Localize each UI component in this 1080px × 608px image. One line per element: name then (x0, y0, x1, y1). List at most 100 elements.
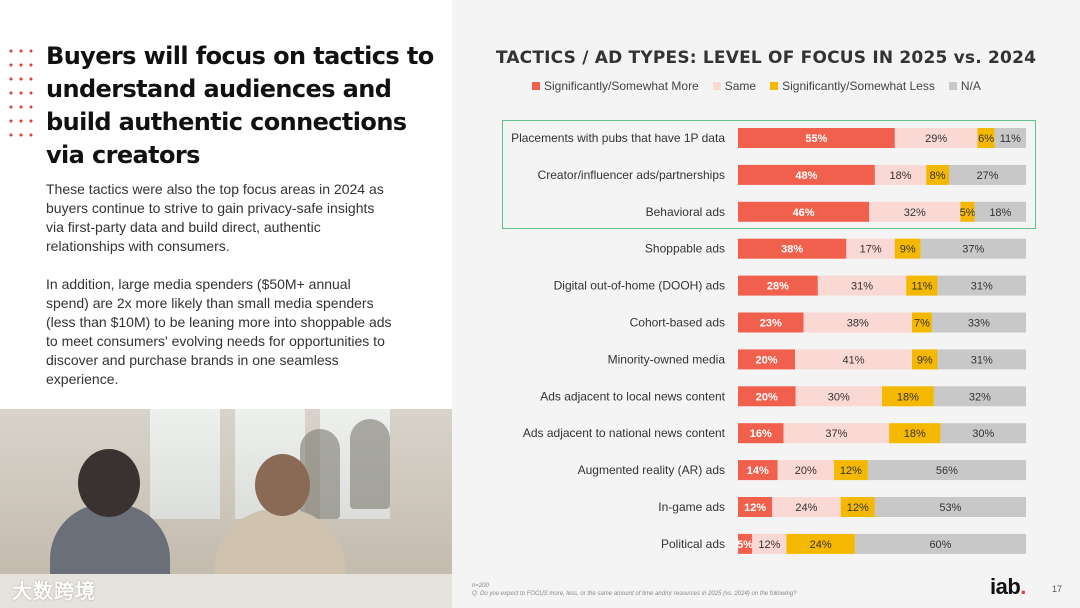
data-label-less: 5% (960, 207, 976, 219)
bar-segment-more (738, 533, 753, 554)
data-label-na: 37% (962, 244, 984, 256)
bar-segment-na (940, 423, 1026, 444)
legend-item-less: Significantly/Somewhat Less (770, 79, 935, 93)
bar-segment-more (738, 238, 847, 259)
bar-segment-less (840, 497, 875, 517)
legend-item-more: Significantly/Somewhat More (532, 79, 699, 93)
bar-segment-na (867, 460, 1026, 481)
data-label-more: 46% (793, 207, 815, 219)
bar-segment-same (795, 349, 912, 370)
data-label-na: 11% (1000, 133, 1021, 145)
bar-segment-same (869, 201, 961, 222)
bar-segment-same (772, 497, 841, 517)
bar-segment-more (738, 386, 796, 407)
chart-legend: Significantly/Somewhat More Same Signifi… (532, 79, 981, 93)
legend-label-more: Significantly/Somewhat More (544, 79, 699, 93)
data-label-less: 9% (900, 244, 916, 256)
data-label-more: 20% (756, 391, 778, 403)
bar-segment-more (738, 128, 895, 148)
data-label-na: 18% (989, 207, 1011, 219)
bar-segment-na (874, 497, 1026, 517)
decorative-dots-icon (6, 44, 36, 138)
bar-segment-same (846, 238, 895, 259)
legend-item-na: N/A (948, 79, 981, 93)
data-label-more: 5% (737, 539, 753, 551)
data-label-na: 56% (936, 465, 958, 477)
bar-segment-na (937, 349, 1026, 370)
bar-segment-na (854, 533, 1026, 554)
data-label-more: 20% (755, 354, 777, 366)
bar-segment-less (977, 128, 995, 148)
headline: Buyers will focus on tactics to understa… (46, 42, 434, 169)
data-label-more: 48% (795, 170, 817, 182)
data-label-less: 9% (917, 354, 933, 366)
category-label: Cohort-based ads (630, 316, 725, 330)
bar-segment-less (911, 349, 938, 370)
bar-segment-same (817, 275, 907, 296)
category-label: Placements with pubs that have 1P data (511, 131, 725, 145)
data-label-na: 60% (929, 539, 951, 551)
bar-segment-same (803, 312, 912, 333)
category-label: Minority-owned media (608, 352, 726, 366)
bar-segment-less (906, 275, 938, 296)
bar-segment-more (738, 497, 773, 517)
watermark: 大数跨境 (12, 581, 96, 603)
chart-title: TACTICS / AD TYPES: LEVEL OF FOCUS IN 20… (495, 48, 1037, 68)
data-label-same: 20% (795, 465, 817, 477)
category-label: Ads adjacent to national news content (523, 426, 726, 440)
category-label: Shoppable ads (645, 242, 725, 256)
bar-segment-na (937, 275, 1026, 296)
bar-segment-same (777, 460, 834, 481)
bar-segment-na (994, 128, 1026, 148)
bar-segment-more (738, 423, 784, 444)
legend-swatch-same (712, 82, 721, 90)
category-label: Ads adjacent to local news content (540, 389, 725, 403)
bar-segment-more (738, 312, 804, 333)
bar-segment-more (738, 164, 875, 185)
bar-segment-more (738, 275, 818, 296)
data-label-same: 38% (847, 318, 869, 330)
data-label-na: 53% (939, 502, 961, 514)
legend-label-na: N/A (960, 79, 981, 93)
bar-segment-less (911, 312, 932, 333)
data-label-same: 29% (925, 133, 947, 145)
bar-segment-same (894, 128, 978, 148)
data-label-same: 37% (825, 428, 847, 440)
footnote-sample: n=200 (472, 583, 489, 589)
iab-logo-dot: . (1020, 574, 1026, 599)
data-label-more: 12% (744, 502, 766, 514)
data-label-less: 12% (840, 465, 862, 477)
legend-swatch-na (948, 82, 957, 90)
bar-segment-same (783, 423, 890, 444)
data-label-more: 38% (781, 244, 803, 256)
data-label-less: 18% (897, 391, 919, 403)
bar-segment-more (738, 460, 778, 481)
data-label-more: 23% (760, 318, 782, 330)
data-label-same: 32% (904, 207, 926, 219)
meeting-photo (0, 409, 452, 608)
legend-label-less: Significantly/Somewhat Less (782, 79, 935, 93)
category-label: In-game ads (658, 500, 725, 514)
legend-item-same: Same (712, 79, 756, 93)
data-label-na: 31% (971, 281, 993, 293)
data-label-more: 55% (805, 133, 827, 145)
paragraph-2: In addition, large media spenders ($50M+… (46, 276, 392, 387)
data-label-more: 16% (750, 428, 772, 440)
data-label-more: 14% (747, 465, 769, 477)
bar-segment-less (889, 423, 941, 444)
data-label-same: 31% (851, 281, 873, 293)
category-label: Behavioral ads (646, 205, 725, 219)
iab-logo: iab. (990, 574, 1026, 600)
data-label-na: 32% (969, 391, 991, 403)
data-label-na: 31% (971, 354, 993, 366)
category-label: Digital out-of-home (DOOH) ads (554, 279, 725, 293)
data-label-na: 27% (976, 170, 998, 182)
bar-segment-less (882, 386, 934, 407)
data-label-less: 24% (810, 539, 832, 551)
bar-segment-na (933, 386, 1026, 407)
bar-segment-more (738, 201, 870, 222)
data-label-same: 41% (842, 354, 864, 366)
category-label: Creator/influencer ads/partnerships (538, 168, 725, 182)
data-label-less: 7% (914, 318, 930, 330)
